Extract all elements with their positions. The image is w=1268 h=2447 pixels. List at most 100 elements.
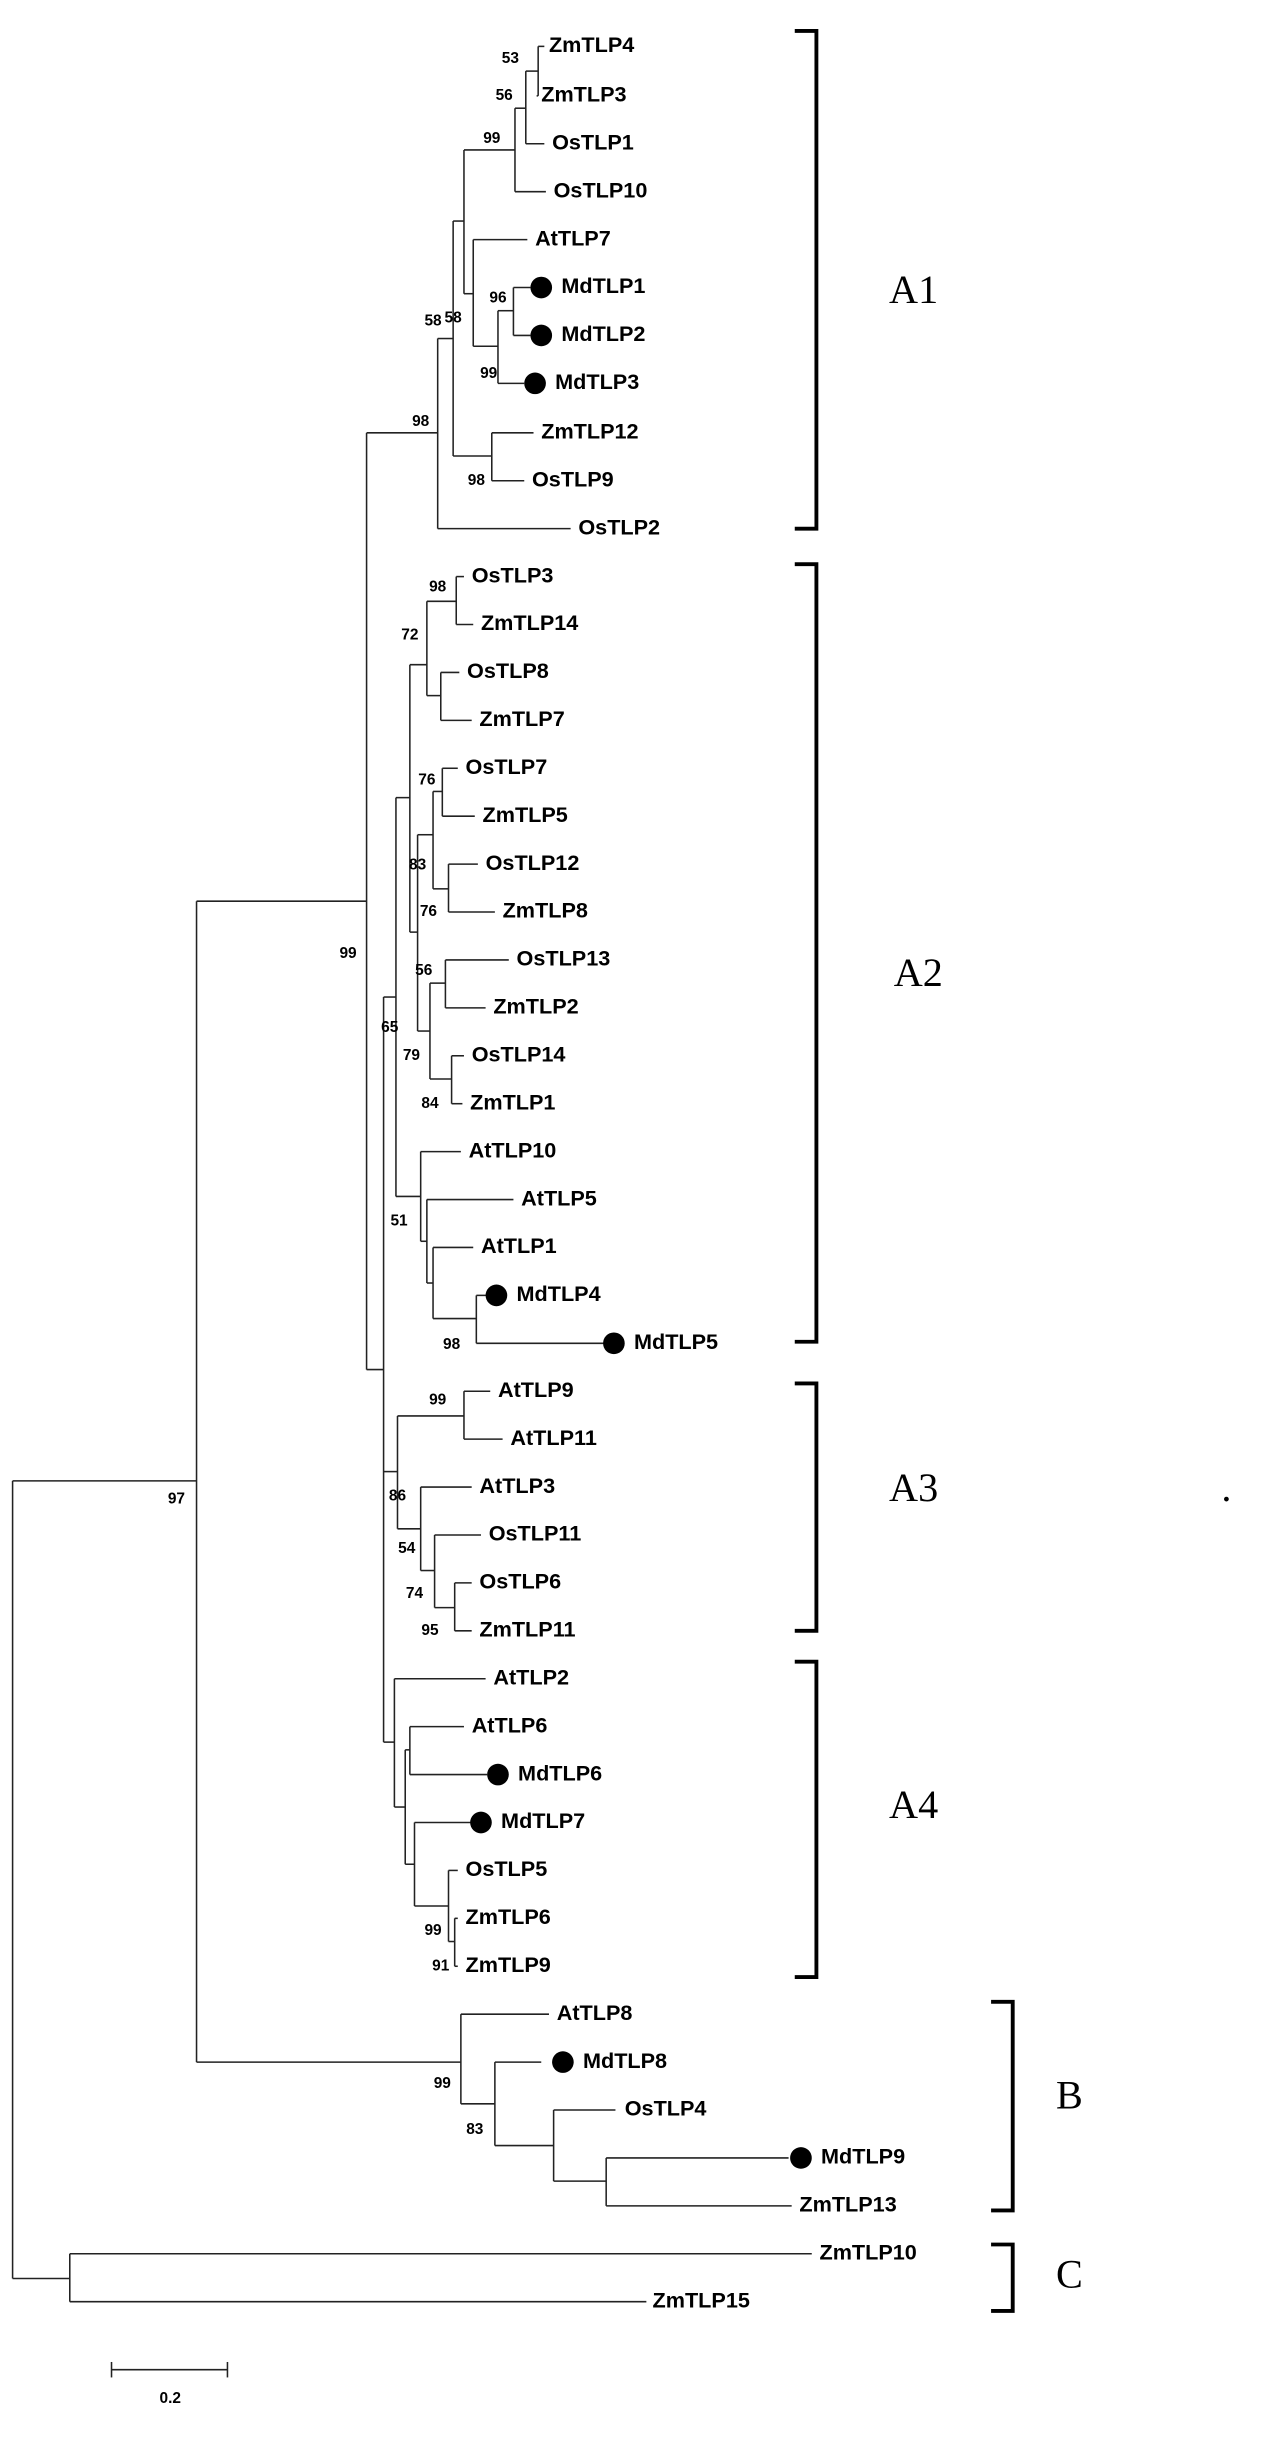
leaf-marker bbox=[530, 276, 553, 299]
leaf-label: AtTLP1 bbox=[481, 1233, 557, 1258]
clade-bracket bbox=[991, 2242, 1015, 2313]
bootstrap-value: 83 bbox=[409, 857, 427, 874]
clade-bracket bbox=[794, 1659, 819, 1980]
clade-bracket bbox=[794, 1381, 819, 1633]
bootstrap-value: 58 bbox=[445, 310, 463, 327]
leaf-label: OsTLP9 bbox=[532, 466, 614, 491]
leaf-label: OsTLP10 bbox=[554, 177, 648, 202]
leaf-label: ZmTLP9 bbox=[466, 1952, 551, 1977]
bootstrap-value: 99 bbox=[424, 1922, 442, 1939]
bootstrap-value: 99 bbox=[480, 365, 498, 382]
leaf-label: OsTLP1 bbox=[552, 129, 634, 154]
bootstrap-value: 84 bbox=[421, 1095, 439, 1112]
clade-bracket bbox=[794, 562, 819, 1344]
clade-bracket bbox=[794, 28, 819, 531]
bootstrap-value: 98 bbox=[468, 472, 486, 489]
leaf-marker bbox=[790, 2147, 812, 2169]
leaf-marker bbox=[470, 1811, 492, 1834]
leaf-label: MdTLP9 bbox=[821, 2144, 905, 2169]
clade-label: A4 bbox=[889, 1782, 938, 1827]
leaf-label: AtTLP7 bbox=[535, 225, 611, 250]
leaf-label: OsTLP12 bbox=[486, 850, 580, 875]
clade-label: A3 bbox=[889, 1465, 938, 1510]
bootstrap-value: 53 bbox=[502, 50, 520, 67]
leaf-label: OsTLP14 bbox=[472, 1041, 566, 1066]
leaf-label: ZmTLP11 bbox=[479, 1617, 575, 1642]
bootstrap-value: 65 bbox=[381, 1019, 399, 1036]
bootstrap-value: 99 bbox=[434, 2075, 452, 2092]
bootstrap-value: 91 bbox=[432, 1957, 450, 1974]
leaf-label: OsTLP3 bbox=[472, 562, 554, 587]
clade-label: A2 bbox=[894, 950, 943, 995]
leaf-label: MdTLP5 bbox=[634, 1329, 718, 1354]
leaf-label: OsTLP6 bbox=[479, 1569, 561, 1594]
leaf-label: ZmTLP2 bbox=[493, 994, 578, 1019]
leaf-label: MdTLP1 bbox=[561, 273, 645, 298]
clade-bracket bbox=[991, 1999, 1015, 2213]
leaf-label: ZmTLP6 bbox=[466, 1904, 551, 1929]
bootstrap-value: 79 bbox=[403, 1047, 421, 1064]
bootstrap-value: 96 bbox=[489, 289, 507, 306]
leaf-label: ZmTLP13 bbox=[799, 2192, 896, 2217]
leaf-label: MdTLP3 bbox=[555, 369, 639, 394]
leaf-label: OsTLP7 bbox=[466, 754, 548, 779]
leaf-marker bbox=[487, 1763, 509, 1786]
leaf-label: ZmTLP12 bbox=[541, 419, 638, 444]
clade-label: B bbox=[1056, 2072, 1083, 2117]
leaf-label: AtTLP10 bbox=[469, 1137, 557, 1162]
leaf-label: MdTLP4 bbox=[517, 1281, 601, 1306]
leaf-label: AtTLP5 bbox=[521, 1185, 597, 1210]
leaf-label: ZmTLP3 bbox=[541, 82, 626, 107]
bootstrap-value: 98 bbox=[429, 578, 447, 595]
bootstrap-value: 98 bbox=[412, 413, 430, 430]
leaf-label: OsTLP2 bbox=[578, 514, 660, 539]
bootstrap-value: 72 bbox=[401, 626, 418, 643]
bootstrap-value: 76 bbox=[418, 772, 436, 789]
leaf-label: AtTLP3 bbox=[479, 1473, 555, 1498]
bootstrap-value: 95 bbox=[421, 1622, 439, 1639]
leaf-marker bbox=[603, 1332, 625, 1355]
leaf-label: MdTLP2 bbox=[561, 321, 645, 346]
leaf-label: MdTLP7 bbox=[501, 1808, 585, 1833]
bootstrap-value: 99 bbox=[339, 945, 357, 962]
leaf-marker bbox=[552, 2051, 574, 2073]
bootstrap-value: 76 bbox=[420, 903, 438, 920]
bootstrap-value: 99 bbox=[429, 1392, 447, 1409]
leaf-label: AtTLP2 bbox=[493, 1664, 569, 1689]
bootstrap-value: 86 bbox=[389, 1487, 407, 1504]
bootstrap-value: 56 bbox=[415, 962, 433, 979]
leaf-marker bbox=[530, 324, 553, 347]
bootstrap-value: 83 bbox=[466, 2121, 484, 2138]
leaf-label: AtTLP9 bbox=[498, 1377, 574, 1402]
leaf-label: ZmTLP4 bbox=[549, 32, 634, 57]
scale-label: 0.2 bbox=[160, 2390, 181, 2407]
bootstrap-value: 74 bbox=[406, 1585, 424, 1602]
leaf-label: ZmTLP5 bbox=[483, 802, 568, 827]
bootstrap-value: 58 bbox=[424, 313, 442, 330]
leaf-label: OsTLP5 bbox=[466, 1856, 548, 1881]
leaf-label: ZmTLP15 bbox=[653, 2287, 750, 2312]
stray-mark: . bbox=[1221, 1465, 1231, 1510]
leaf-label: MdTLP6 bbox=[518, 1760, 602, 1785]
leaf-label: AtTLP8 bbox=[557, 2000, 633, 2025]
leaf-label: ZmTLP10 bbox=[819, 2239, 916, 2264]
leaf-label: OsTLP8 bbox=[467, 658, 549, 683]
leaf-label: ZmTLP14 bbox=[481, 610, 578, 635]
bootstrap-value: 54 bbox=[398, 1540, 416, 1557]
leaf-label: ZmTLP1 bbox=[470, 1089, 555, 1114]
leaf-label: AtTLP11 bbox=[510, 1425, 597, 1450]
leaf-label: AtTLP6 bbox=[472, 1712, 548, 1737]
leaf-label: OsTLP11 bbox=[489, 1521, 582, 1546]
clade-label: A1 bbox=[889, 267, 938, 312]
leaf-label: OsTLP4 bbox=[625, 2096, 707, 2121]
bootstrap-value: 99 bbox=[483, 130, 501, 147]
bootstrap-value: 51 bbox=[390, 1212, 408, 1229]
bootstrap-value: 56 bbox=[496, 87, 514, 104]
bootstrap-value: 98 bbox=[443, 1336, 461, 1353]
leaf-label: MdTLP8 bbox=[583, 2048, 667, 2073]
leaf-label: ZmTLP7 bbox=[479, 706, 564, 731]
leaf-label: ZmTLP8 bbox=[503, 898, 588, 923]
